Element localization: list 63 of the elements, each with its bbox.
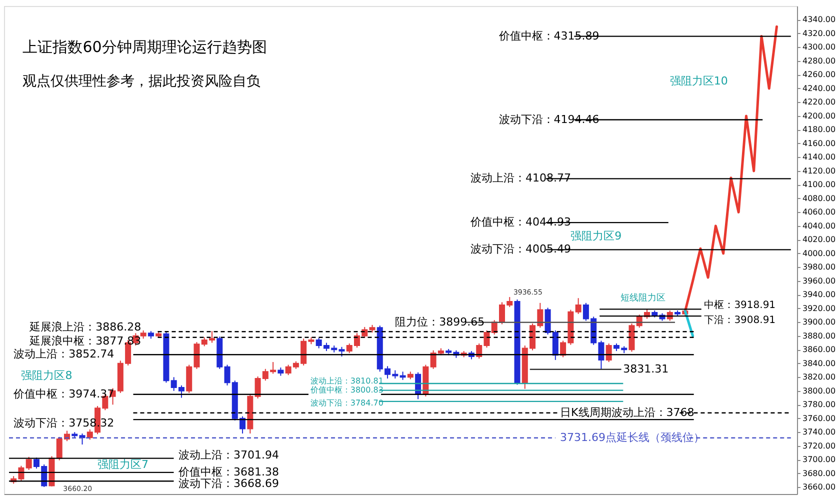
ref-line-label: 价值中枢：3681.38 [177, 465, 279, 478]
y-tick-label: 3980.00 [802, 262, 836, 272]
candlestick [575, 298, 582, 314]
y-tick-label: 4200.00 [802, 111, 836, 120]
y-tick-label: 4220.00 [802, 98, 836, 107]
y-tick-label: 4080.00 [802, 194, 836, 203]
ref-line-label: 价值中枢：3800.83 [309, 385, 384, 394]
ref-line-label: 波动下沿：3668.69 [178, 477, 279, 490]
ref-line-label: 阻力位：3899.65 [395, 315, 485, 328]
annotation: 强阻力区8 [21, 368, 72, 382]
y-tick-label: 4340.00 [802, 15, 836, 24]
y-tick-label: 3880.00 [802, 331, 836, 340]
ref-line-label: 波动上沿：3701.94 [178, 448, 279, 462]
y-tick-label: 3860.00 [802, 345, 836, 354]
y-tick-label: 4060.00 [802, 208, 836, 217]
y-tick-label: 3680.00 [802, 468, 836, 478]
ref-line-label: 下沿：3908.91 [704, 314, 776, 326]
text: 上证指数60分钟周期理论运行趋势图 [22, 38, 267, 56]
y-tick-label: 4260.00 [802, 70, 836, 80]
y-tick-label: 3760.00 [802, 414, 836, 423]
annotation: 强阻力区10 [670, 74, 728, 88]
y-tick-label: 4040.00 [802, 221, 836, 230]
ref-line-label: 3831.31 [623, 362, 669, 376]
ref-line-label: 延展浪上沿：3886.28 [28, 320, 142, 334]
ref-line-label: 波动上沿：4108.77 [470, 172, 572, 185]
ref-line-label: 波动下沿：3784.70 [310, 398, 384, 408]
ref-line-label: 中枢：3918.91 [704, 299, 776, 312]
y-tick-label: 4180.00 [802, 125, 836, 134]
y-tick-label: 3960.00 [802, 276, 836, 286]
y-tick-label: 3900.00 [802, 318, 836, 327]
y-tick-label: 4300.00 [802, 42, 836, 52]
y-tick-label: 4320.00 [802, 28, 836, 38]
ref-line-label: 波动上沿：3852.74 [14, 348, 114, 361]
annotation: 强阻力区9 [570, 229, 622, 242]
y-tick-label: 3940.00 [802, 290, 836, 300]
y-tick-label: 4280.00 [802, 56, 836, 66]
y-tick-label: 3660.00 [802, 482, 836, 492]
y-tick-label: 3780.00 [802, 400, 836, 410]
y-tick-label: 4140.00 [802, 152, 836, 162]
y-tick-label: 4000.00 [802, 248, 836, 258]
y-tick-label: 3740.00 [802, 428, 836, 437]
y-tick-label: 3840.00 [802, 358, 836, 368]
y-tick-label: 3800.00 [802, 386, 836, 396]
y-tick-label: 4020.00 [802, 235, 836, 244]
candlestick [26, 456, 32, 470]
annotation: 短线阻力区 [620, 292, 666, 304]
ref-line-label: 日K线周期波动上沿：3768 [560, 406, 694, 419]
annotation: 强阻力区7 [98, 458, 149, 472]
y-tick-label: 4100.00 [802, 180, 836, 190]
y-tick-label: 3920.00 [802, 304, 836, 313]
ref-line-label: 价值中枢：4315.89 [498, 29, 600, 42]
candlestick [79, 433, 86, 446]
ref-line-label: 波动下沿：4194.46 [498, 112, 600, 126]
y-tick-label: 3820.00 [802, 372, 836, 382]
text: 观点仅供理性参考，据此投资风险自负 [22, 74, 261, 90]
y-tick-label: 4160.00 [802, 138, 836, 148]
ref-line-label: 波动上沿：3810.81 [310, 376, 384, 386]
y-tick-label: 3700.00 [802, 455, 836, 464]
ref-line-label: 波动下沿：4005.49 [470, 242, 572, 256]
y-tick-label: 4240.00 [802, 84, 836, 93]
y-tick-label: 4120.00 [802, 166, 836, 176]
y-tick-label: 3720.00 [802, 441, 836, 450]
candlestick [606, 342, 612, 363]
